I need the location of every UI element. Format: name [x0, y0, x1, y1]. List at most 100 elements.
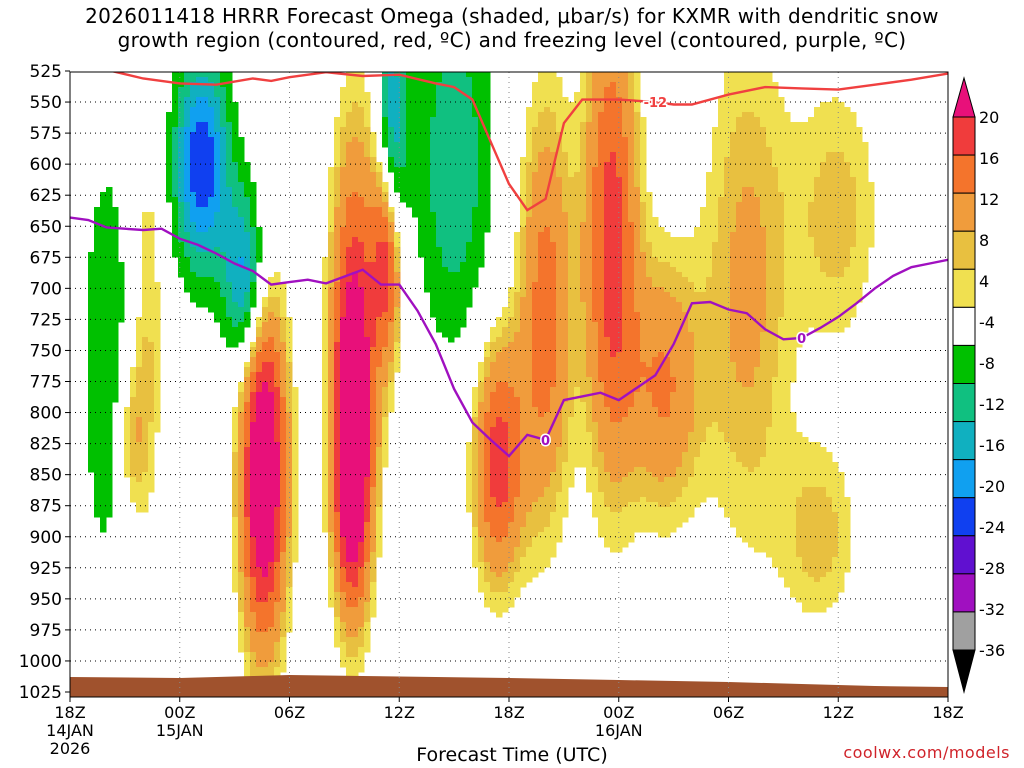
omega-cell	[544, 497, 551, 503]
omega-cell	[364, 382, 371, 388]
omega-cell	[340, 627, 347, 633]
omega-cell	[520, 417, 527, 423]
omega-cell	[226, 132, 233, 138]
omega-cell	[472, 262, 479, 268]
omega-cell	[142, 372, 149, 378]
omega-cell	[262, 467, 269, 473]
omega-cell	[496, 392, 503, 398]
omega-cell	[268, 527, 275, 533]
omega-cell	[382, 117, 389, 123]
omega-cell	[256, 412, 263, 418]
omega-cell	[88, 432, 95, 438]
omega-cell	[514, 532, 521, 538]
omega-cell	[502, 427, 509, 433]
omega-cell	[256, 462, 263, 468]
omega-cell	[454, 157, 461, 163]
omega-cell	[442, 177, 449, 183]
omega-cell	[382, 247, 389, 253]
omega-cell	[538, 357, 545, 363]
omega-cell	[352, 592, 359, 598]
omega-cell	[214, 272, 221, 278]
omega-cell	[418, 122, 425, 128]
omega-cell	[454, 282, 461, 288]
omega-cell	[286, 392, 293, 398]
omega-cell	[328, 322, 335, 328]
omega-cell	[280, 452, 287, 458]
omega-cell	[544, 227, 551, 233]
omega-cell	[220, 112, 227, 118]
omega-cell	[286, 517, 293, 523]
omega-cell	[178, 217, 185, 223]
omega-cell	[352, 402, 359, 408]
omega-cell	[358, 552, 365, 558]
omega-cell	[346, 77, 353, 83]
omega-cell	[250, 392, 257, 398]
omega-cell	[106, 247, 113, 253]
omega-cell	[334, 387, 341, 393]
omega-cell	[430, 237, 437, 243]
omega-cell	[382, 357, 389, 363]
omega-cell	[286, 422, 293, 428]
omega-cell	[454, 292, 461, 298]
omega-cell	[370, 262, 377, 268]
omega-cell	[532, 532, 539, 538]
omega-cell	[556, 237, 563, 243]
omega-cell	[376, 192, 383, 198]
omega-cell	[544, 247, 551, 253]
omega-cell	[190, 87, 197, 93]
omega-cell	[274, 507, 281, 513]
omega-cell	[196, 197, 203, 203]
omega-cell	[226, 302, 233, 308]
omega-cell	[496, 557, 503, 563]
omega-cell	[322, 342, 329, 348]
omega-cell	[238, 177, 245, 183]
omega-cell	[256, 652, 263, 658]
omega-cell	[418, 112, 425, 118]
omega-cell	[502, 372, 509, 378]
omega-cell	[364, 487, 371, 493]
omega-cell	[556, 107, 563, 113]
omega-cell	[214, 202, 221, 208]
omega-cell	[538, 452, 545, 458]
omega-cell	[472, 487, 479, 493]
omega-cell	[106, 367, 113, 373]
omega-cell	[232, 467, 239, 473]
omega-cell	[142, 312, 149, 318]
omega-cell	[106, 512, 113, 518]
omega-cell	[232, 477, 239, 483]
omega-cell	[154, 367, 161, 373]
omega-cell	[238, 477, 245, 483]
omega-cell	[490, 597, 497, 603]
omega-cell	[202, 197, 209, 203]
omega-cell	[220, 242, 227, 248]
omega-cell	[274, 312, 281, 318]
omega-cell	[268, 597, 275, 603]
omega-cell	[244, 232, 251, 238]
omega-cell	[508, 412, 515, 418]
omega-cell	[544, 372, 551, 378]
omega-cell	[328, 307, 335, 313]
omega-cell	[214, 247, 221, 253]
omega-cell	[514, 302, 521, 308]
omega-cell	[502, 322, 509, 328]
omega-cell	[352, 122, 359, 128]
omega-cell	[484, 172, 491, 178]
omega-cell	[538, 502, 545, 508]
omega-cell	[340, 442, 347, 448]
omega-cell	[130, 442, 137, 448]
omega-cell	[208, 272, 215, 278]
omega-cell	[388, 352, 395, 358]
omega-cell	[556, 222, 563, 228]
omega-cell	[238, 537, 245, 543]
omega-cell	[292, 477, 299, 483]
omega-cell	[334, 412, 341, 418]
omega-cell	[274, 497, 281, 503]
omega-cell	[328, 507, 335, 513]
omega-cell	[424, 227, 431, 233]
omega-cell	[388, 242, 395, 248]
omega-cell	[280, 612, 287, 618]
omega-cell	[550, 212, 557, 218]
omega-cell	[448, 297, 455, 303]
omega-cell	[94, 487, 101, 493]
omega-cell	[382, 87, 389, 93]
